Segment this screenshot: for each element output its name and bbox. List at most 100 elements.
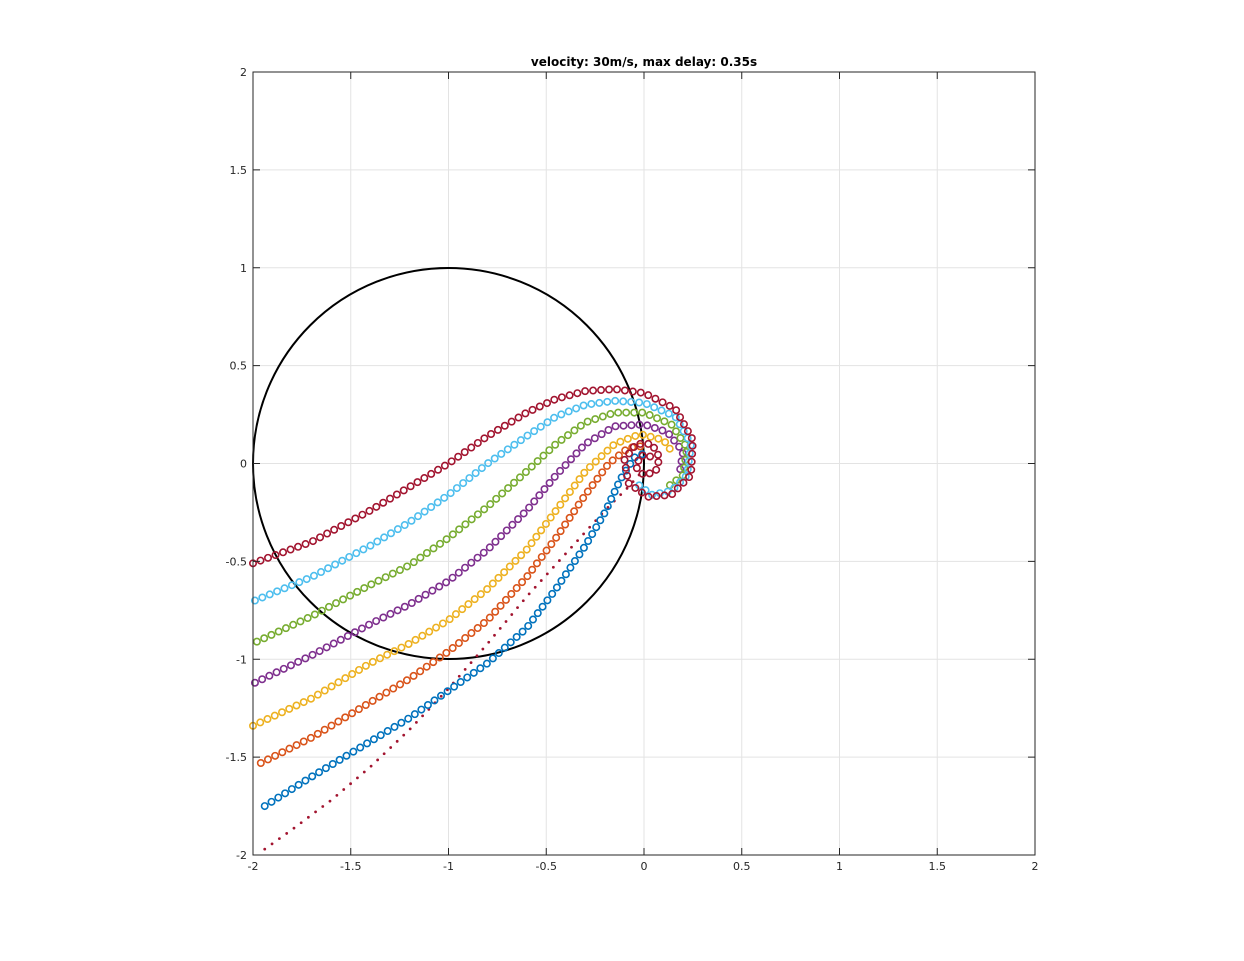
data-point [516, 436, 525, 445]
data-point [313, 690, 322, 699]
data-point [631, 431, 640, 440]
data-point [583, 438, 592, 447]
data-point [545, 478, 554, 487]
data-point [611, 396, 620, 405]
data-point [556, 527, 565, 536]
data-point [409, 671, 418, 680]
data-point [256, 556, 265, 565]
data-point [388, 569, 397, 578]
data-point [368, 696, 377, 705]
data-point [469, 661, 473, 665]
data-point [473, 553, 482, 562]
data-point [324, 602, 333, 611]
data-point [570, 426, 579, 435]
data-point [299, 821, 303, 825]
data-point [556, 466, 565, 475]
data-point [363, 739, 372, 748]
data-point [252, 637, 261, 646]
data-point [493, 633, 496, 637]
data-point [564, 407, 573, 416]
data-point [634, 456, 643, 465]
data-point [422, 548, 431, 557]
data-point [448, 530, 457, 539]
data-point [403, 562, 412, 571]
data-point [349, 782, 352, 786]
x-tick-label: -1.5 [340, 860, 361, 873]
data-point [309, 571, 318, 580]
data-point [464, 600, 473, 609]
data-point [545, 446, 554, 455]
data-point [445, 615, 454, 624]
data-point [343, 632, 352, 641]
series-6 [250, 396, 695, 605]
data-point [528, 405, 537, 414]
data-point [324, 564, 333, 573]
data-point [356, 743, 365, 752]
data-point [348, 709, 357, 718]
data-point [479, 619, 488, 628]
data-point [552, 533, 561, 542]
data-point [527, 539, 536, 548]
data-point [619, 421, 628, 430]
data-point [342, 751, 351, 760]
data-point [488, 654, 497, 663]
data-point [440, 461, 449, 470]
data-point [597, 452, 606, 461]
data-point [348, 670, 357, 679]
data-point [523, 572, 532, 581]
data-point [330, 525, 339, 534]
series-1 [260, 450, 647, 811]
data-point [335, 755, 344, 764]
data-point [470, 595, 479, 604]
data-point [551, 440, 560, 449]
data-point [624, 479, 633, 488]
data-point [465, 474, 474, 483]
data-point [260, 802, 269, 811]
data-point [589, 386, 598, 395]
data-point [429, 544, 438, 553]
data-point [636, 388, 645, 397]
data-point [442, 578, 451, 587]
data-point [658, 426, 667, 435]
data-point [446, 688, 449, 692]
data-point [607, 494, 616, 503]
data-point [566, 563, 575, 572]
data-point [461, 634, 470, 643]
data-point [294, 780, 303, 789]
data-point [557, 393, 566, 402]
data-point [683, 427, 692, 436]
data-point [310, 610, 319, 619]
data-point [281, 624, 290, 633]
data-point [344, 518, 353, 527]
data-point [400, 521, 409, 530]
data-point [256, 718, 265, 727]
data-point [382, 688, 391, 697]
data-point [327, 721, 336, 730]
data-point [519, 509, 528, 518]
data-point [372, 617, 381, 626]
y-tick-label: 1 [240, 262, 247, 275]
data-point [528, 615, 537, 624]
data-point [500, 568, 509, 577]
data-point [281, 789, 290, 798]
data-point [606, 410, 615, 419]
x-tick-label: 1.5 [929, 860, 947, 873]
data-point [286, 661, 295, 670]
data-point [622, 408, 631, 417]
data-point [650, 443, 659, 452]
data-point [543, 418, 552, 427]
y-tick-label: -1 [236, 653, 247, 666]
data-point [485, 613, 494, 622]
data-point [322, 643, 331, 652]
data-point [443, 687, 452, 696]
data-point [390, 722, 399, 731]
data-point [379, 498, 388, 507]
data-point [446, 489, 455, 498]
data-point [393, 606, 402, 615]
data-point [532, 559, 541, 568]
data-point [380, 533, 389, 542]
data-point [643, 421, 652, 430]
data-point [515, 473, 524, 482]
data-point [396, 680, 405, 689]
data-point [658, 398, 667, 407]
